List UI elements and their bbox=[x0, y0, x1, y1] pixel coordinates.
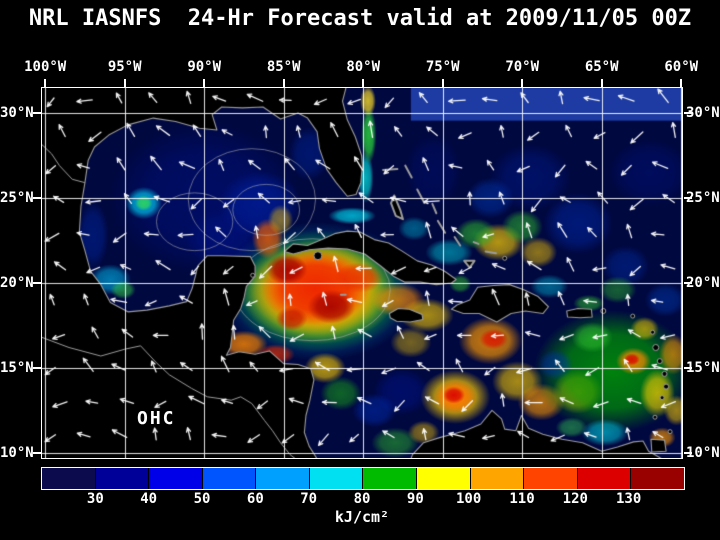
colorbar-tick-label: 110 bbox=[509, 491, 535, 507]
lat-tick-label-left: 15°N bbox=[0, 359, 34, 376]
lat-tick-mark-left bbox=[33, 111, 41, 114]
map-frame bbox=[41, 87, 683, 459]
colorbar-tick-label: 40 bbox=[140, 491, 158, 507]
lat-tick-label-right: 10°N bbox=[686, 444, 720, 461]
lat-tick-mark-right bbox=[684, 366, 692, 369]
lon-tick-mark bbox=[441, 79, 444, 87]
lat-tick-label-left: 25°N bbox=[0, 189, 34, 206]
lon-tick-label: 65°W bbox=[584, 59, 619, 75]
colorbar-segment bbox=[577, 468, 631, 489]
colorbar-tick-label: 100 bbox=[456, 491, 482, 507]
lat-tick-mark-left bbox=[33, 196, 41, 199]
lat-tick-mark-right bbox=[684, 281, 692, 284]
colorbar-tick-label: 60 bbox=[246, 491, 264, 507]
colorbar-unit-label: kJ/cm² bbox=[334, 508, 390, 526]
colorbar-segment bbox=[202, 468, 256, 489]
lat-tick-mark-right bbox=[684, 111, 692, 114]
ohc-field-label: OHC bbox=[137, 408, 176, 429]
lon-tick-label: 60°W bbox=[664, 59, 699, 75]
colorbar-segment bbox=[309, 468, 363, 489]
colorbar-tick-label: 90 bbox=[406, 491, 424, 507]
colorbar-tick-label: 120 bbox=[562, 491, 588, 507]
lat-tick-label-left: 30°N bbox=[0, 104, 34, 121]
lat-tick-label-right: 25°N bbox=[686, 189, 720, 206]
lat-tick-mark-right bbox=[684, 196, 692, 199]
colorbar-tick-label: 50 bbox=[193, 491, 211, 507]
lat-tick-label-left: 10°N bbox=[0, 444, 34, 461]
colorbar-segment bbox=[470, 468, 524, 489]
lat-tick-mark-right bbox=[684, 451, 692, 454]
lon-tick-mark bbox=[680, 79, 683, 87]
colorbar-tick-label: 30 bbox=[86, 491, 104, 507]
lon-tick-mark bbox=[123, 79, 126, 87]
lon-tick-mark bbox=[362, 79, 365, 87]
lat-tick-mark-left bbox=[33, 366, 41, 369]
lon-tick-mark bbox=[600, 79, 603, 87]
lat-tick-mark-left bbox=[33, 281, 41, 284]
lat-tick-label-left: 20°N bbox=[0, 274, 34, 291]
lon-tick-mark bbox=[203, 79, 206, 87]
lon-tick-label: 75°W bbox=[425, 59, 460, 75]
colorbar-segment bbox=[417, 468, 470, 489]
colorbar-segment bbox=[363, 468, 417, 489]
figure-title: NRL IASNFS 24-Hr Forecast valid at 2009/… bbox=[28, 6, 692, 31]
colorbar-segment bbox=[95, 468, 149, 489]
ohc-map-canvas bbox=[42, 88, 682, 458]
lon-tick-label: 95°W bbox=[107, 59, 142, 75]
lon-tick-mark bbox=[44, 79, 47, 87]
lat-tick-label-right: 15°N bbox=[686, 359, 720, 376]
colorbar-segment bbox=[631, 468, 684, 489]
lon-tick-label: 85°W bbox=[266, 59, 301, 75]
colorbar-segment bbox=[149, 468, 202, 489]
lon-tick-label: 90°W bbox=[187, 59, 222, 75]
lon-tick-mark bbox=[521, 79, 524, 87]
lat-tick-mark-left bbox=[33, 451, 41, 454]
colorbar-tick-label: 130 bbox=[616, 491, 642, 507]
lon-tick-label: 100°W bbox=[24, 59, 67, 75]
lat-tick-label-right: 20°N bbox=[686, 274, 720, 291]
colorbar-segment bbox=[524, 468, 577, 489]
colorbar bbox=[41, 467, 685, 490]
colorbar-segment bbox=[42, 468, 95, 489]
lon-tick-label: 70°W bbox=[505, 59, 540, 75]
colorbar-segment bbox=[256, 468, 309, 489]
colorbar-tick-label: 70 bbox=[300, 491, 318, 507]
colorbar-tick-label: 80 bbox=[353, 491, 371, 507]
lat-tick-label-right: 30°N bbox=[686, 104, 720, 121]
lon-tick-mark bbox=[282, 79, 285, 87]
lon-tick-label: 80°W bbox=[346, 59, 381, 75]
